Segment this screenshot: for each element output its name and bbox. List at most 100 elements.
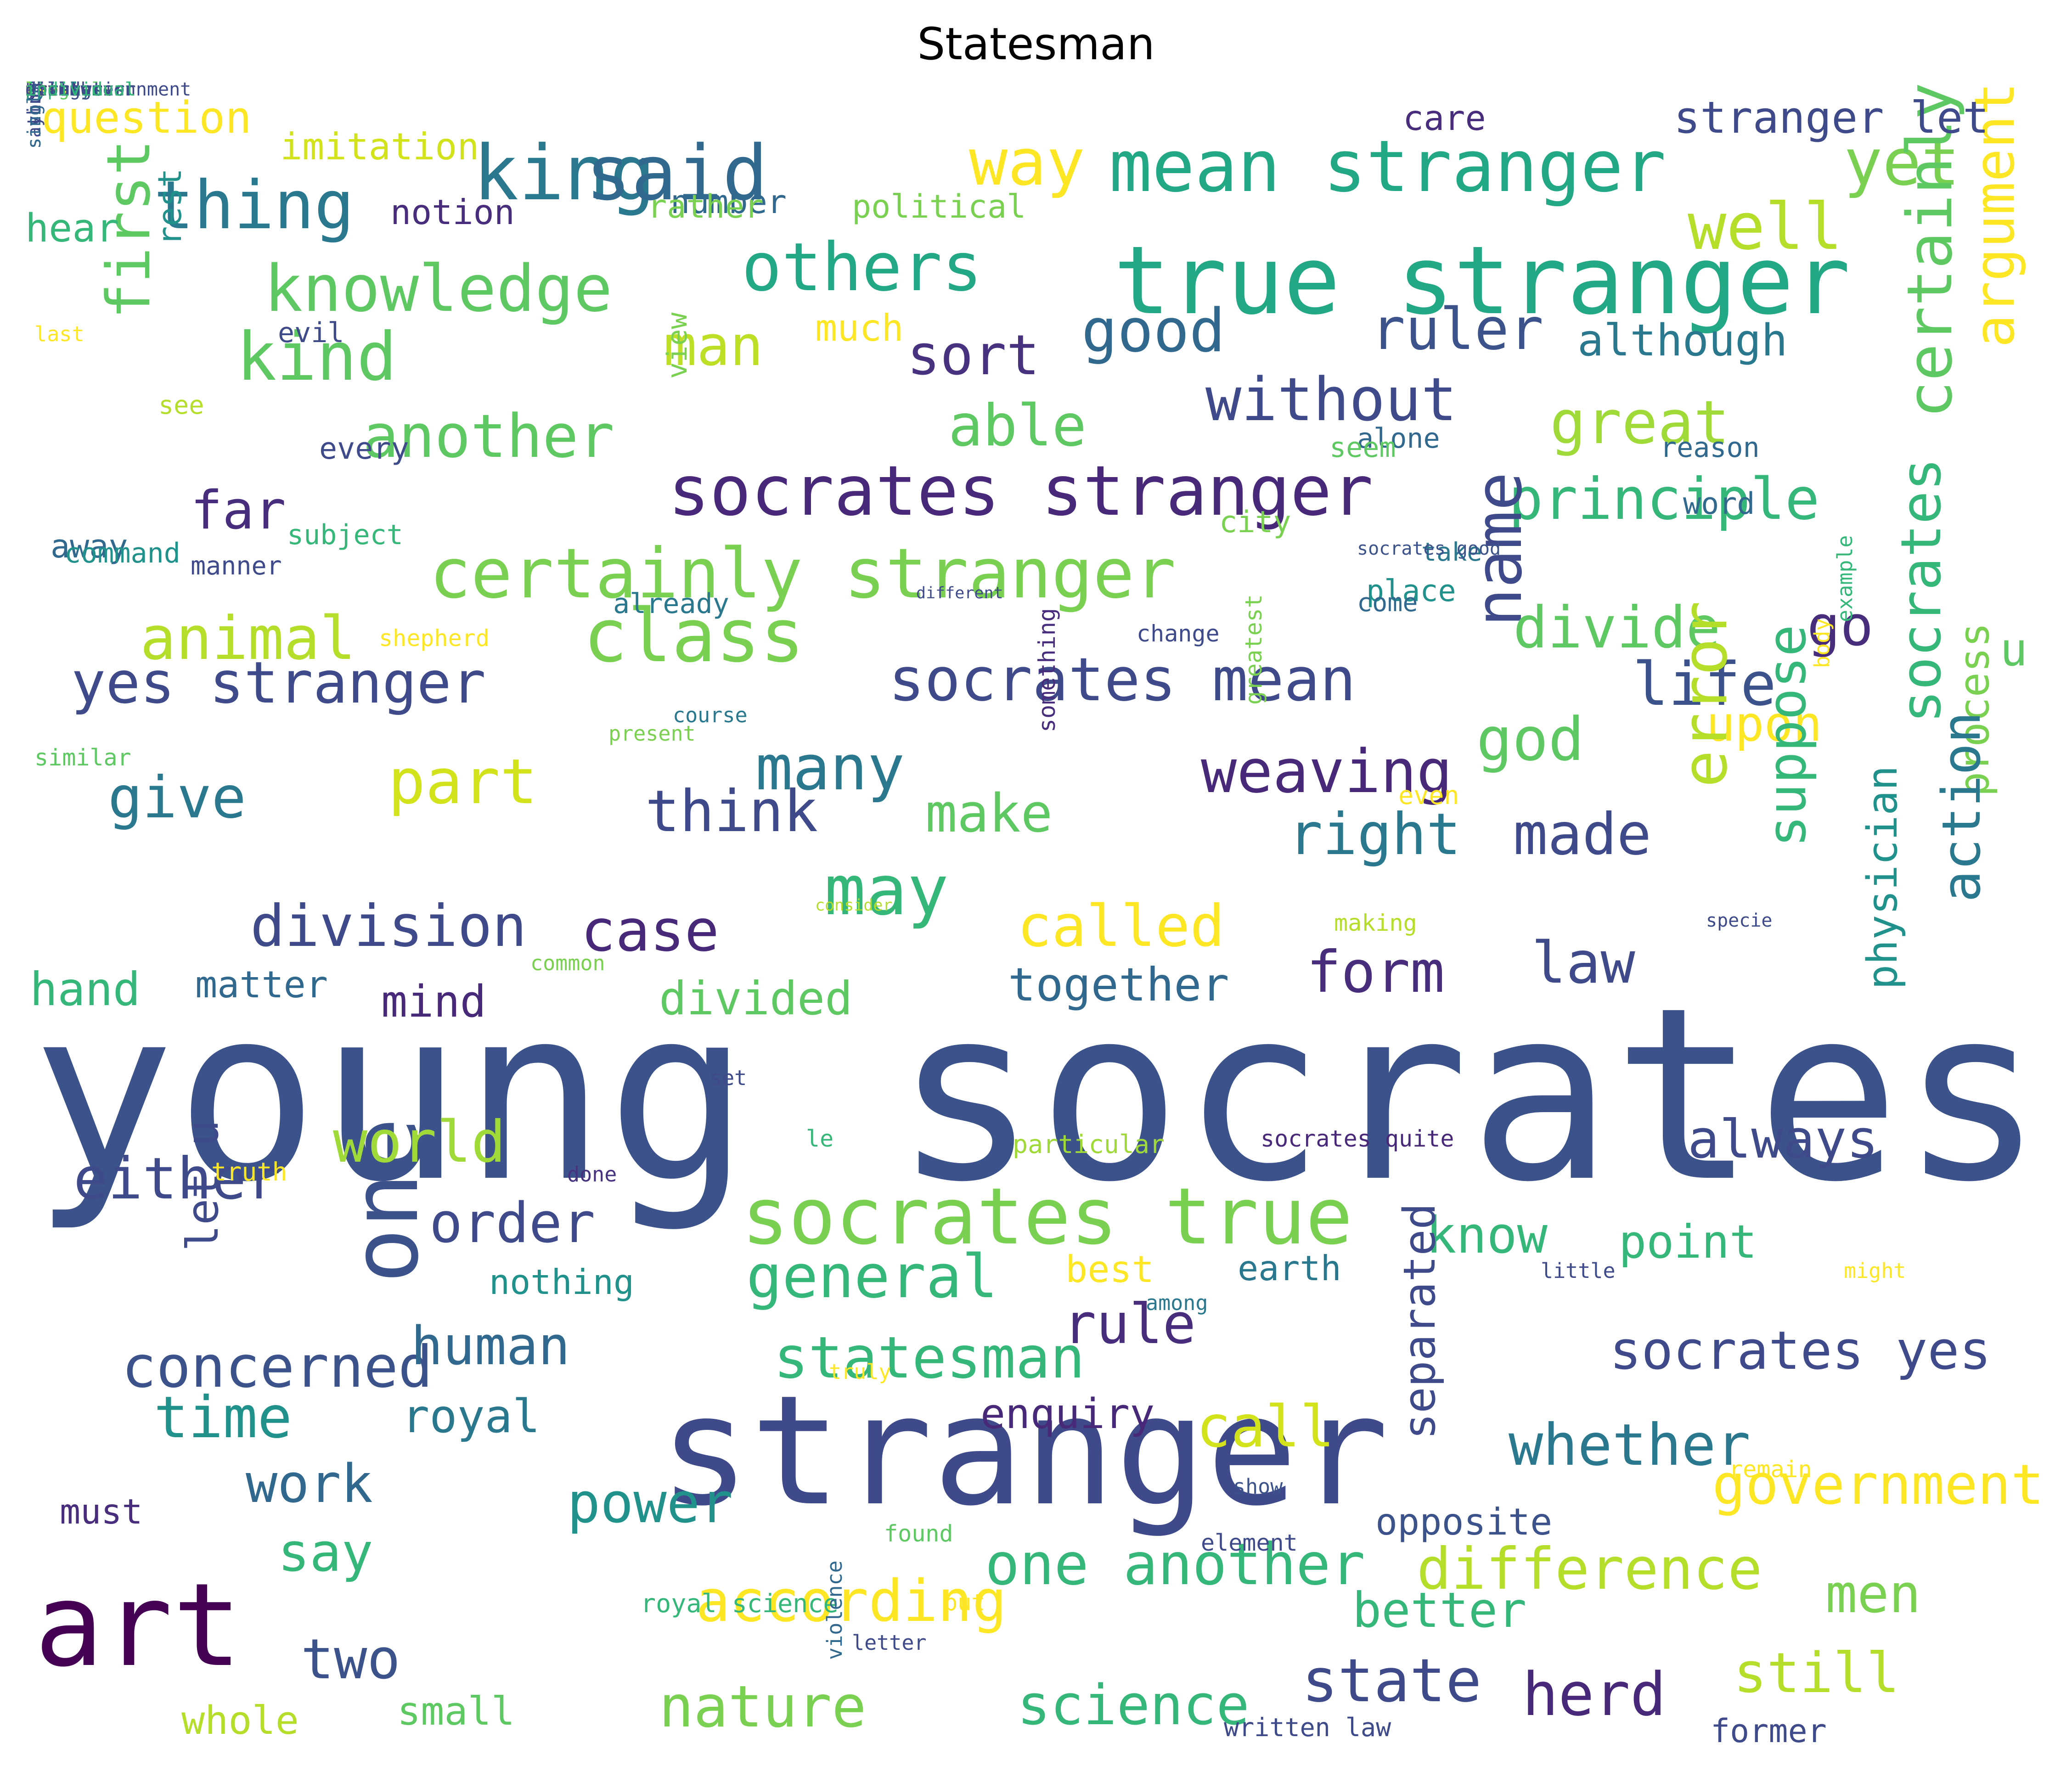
word-cycle: cycle [25,80,81,100]
word-shepherd: shepherd [379,625,490,652]
word-course: course [673,703,748,727]
word-class: class [583,593,805,679]
word-life: life [1633,649,1777,719]
word-city: city [1219,505,1291,540]
word-order: order [429,1192,596,1255]
word-statesman: statesman [774,1325,1085,1391]
word-certainly-stranger: certainly stranger [429,534,1176,614]
word-god: god [1476,704,1584,774]
word-divide: divide [1513,595,1721,661]
word-enough: enough [25,80,92,100]
word-sort: sort [907,324,1040,388]
word-said: said [586,129,768,217]
word-command: command [64,537,180,569]
word-greater: greater [25,80,103,100]
word-specie: specie [1706,910,1773,931]
word-claim: claim [25,80,81,100]
word-making: making [1334,910,1417,936]
word-theodorus: theodorus [25,80,125,100]
word-former: former [1711,1712,1827,1747]
word-question: question [41,93,252,143]
word-case: case [581,898,720,964]
word-found: found [884,1520,953,1547]
word-pilot: pilot [25,80,81,100]
word-much: much [815,307,904,349]
word-know: know [1426,1206,1548,1265]
word-element: element [1201,1530,1298,1556]
word-enquiry: enquiry [980,1390,1155,1438]
word-subject: subject [287,519,403,551]
word-good: good [1081,296,1226,366]
chart-title: Statesman [917,18,1155,70]
word-alone: alone [1357,422,1440,455]
word-different: different [916,584,1003,602]
word-always: always [1688,1109,1879,1170]
word-law: law [1531,930,1635,996]
word-socrates-true: socrates true [742,1171,1353,1262]
word-common: common [530,951,605,975]
word-difference: difference [1417,1536,1762,1603]
word-u: u [2000,623,2028,676]
word-every: every [319,432,409,466]
word-without: without [1205,365,1457,434]
word-among: among [1146,1291,1208,1315]
word-done: done [567,1162,617,1187]
word-think: think [645,778,818,845]
word-place: place [1366,574,1456,608]
word-become: become [25,80,92,100]
word-many: many [755,732,905,804]
word-world: world [333,1109,506,1175]
word-socrates-mean: socrates mean [889,645,1356,714]
word-science: science [1017,1674,1250,1738]
word-state: state [1302,1646,1482,1715]
word-greatest: greatest [1240,594,1267,705]
word-politics: politics [25,80,114,100]
word-little: little [1541,1259,1616,1283]
word-two: two [301,1628,400,1692]
word-whether: whether [1509,1412,1751,1479]
word-child: child [25,80,81,100]
word-separated: separated [1395,1203,1445,1440]
word-le: le [806,1125,834,1152]
word-body: body [1810,618,1834,668]
word-right: right [1288,801,1461,868]
word-set: set [709,1066,747,1090]
word-consider: consider [815,896,893,915]
word-far: far [191,480,286,541]
word-rest: rest [151,168,189,246]
word-form-government: form government [25,80,191,100]
word-change: change [1137,620,1220,647]
word-particular: particular [1013,1130,1165,1159]
word-concerned: concerned [122,1334,433,1400]
word-yet: yet [1844,125,1960,200]
word-number: number [670,183,787,221]
word-take: take [1421,537,1482,567]
word-imitation: imitation [280,125,479,168]
word-small: small [397,1689,515,1734]
word-individual: individual [25,80,136,100]
word-neither: neither [25,80,103,100]
word-power: power [567,1472,733,1535]
word-upon: upon [1706,696,1822,752]
word-something: something [1034,608,1060,732]
word-judge: judge [25,80,81,100]
word-division: division [250,893,527,960]
word-man: man [664,315,763,378]
word-patient: patient [25,80,103,100]
word-truth: truth [211,1157,287,1187]
word-called: called [1017,893,1225,960]
word-men: men [1825,1563,1921,1625]
word-act: act [25,80,59,100]
word-seem: seem [1329,432,1396,464]
word-socrates-stranger: socrates stranger [668,451,1374,531]
word-make: make [925,783,1053,844]
word-although: although [1577,315,1788,366]
word-cloud: young socrates stranger art one true strange… [25,80,2046,1747]
word-similar: similar [34,744,131,771]
word-mean-stranger: mean stranger [1109,125,1667,208]
word-knowledge: knowledge [264,252,613,326]
word-able: able [948,393,1087,459]
word-reason: reason [1660,432,1760,464]
word-last: last [34,322,84,346]
word-better: better [1352,1582,1527,1638]
